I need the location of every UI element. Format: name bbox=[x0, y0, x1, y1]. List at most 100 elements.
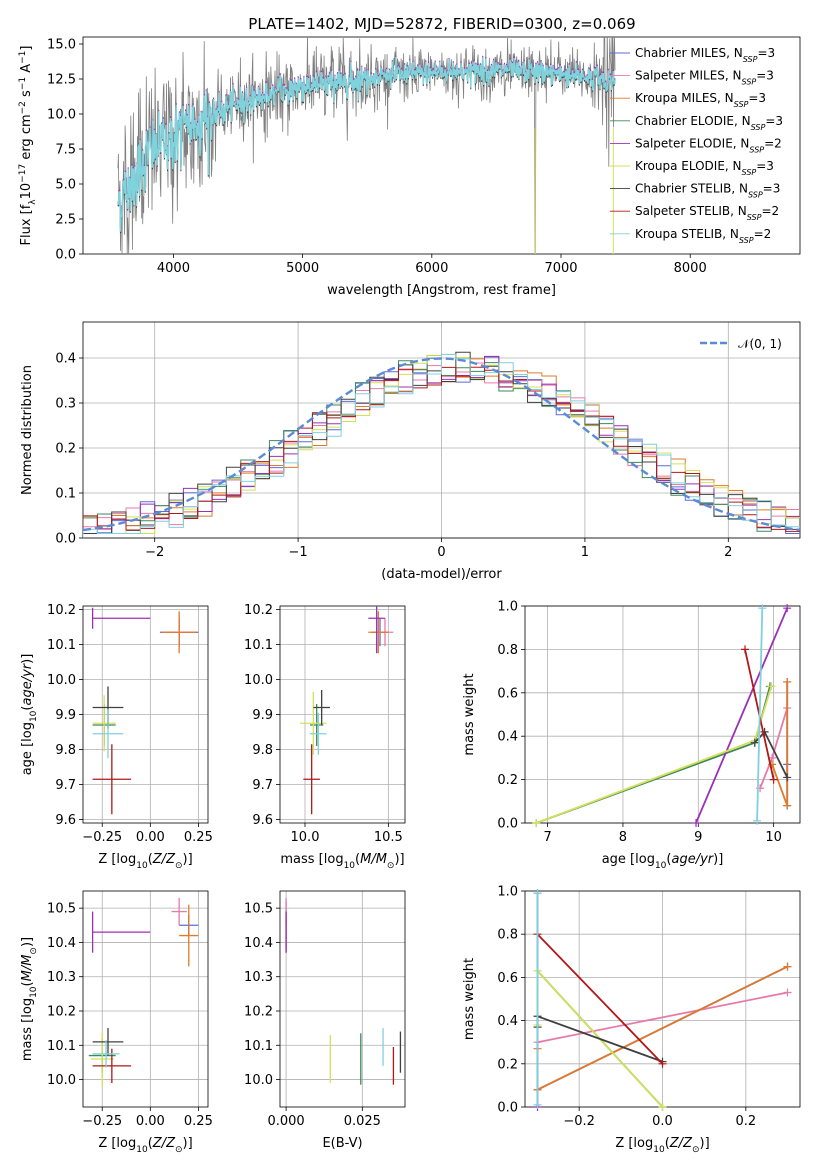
legend-label: Kroupa MILES, NSSP=3 bbox=[635, 91, 766, 109]
spectrum-x-axis-label: wavelength [Angstrom, rest frame] bbox=[327, 283, 556, 298]
mass-weight-vs-age-y-tick-label: 0.0 bbox=[497, 817, 518, 832]
mass-vs-ebv-plot-area bbox=[279, 890, 406, 1108]
spectrum-y-tick-label: 12.5 bbox=[47, 73, 76, 88]
weight-point-marker bbox=[750, 738, 759, 747]
legend-label: Chabrier ELODIE, NSSP=3 bbox=[635, 114, 783, 132]
age-vs-mass-panel: 10.0 10.5 9.6 9.7 9.8 9.9 10.0 10.1 10.2 mass [lo… bbox=[244, 603, 406, 871]
spectrum-plot-area bbox=[82, 36, 801, 255]
mass-vs-metallicity-y-axis-label: mass [log10(M/M⊙)] bbox=[20, 937, 39, 1061]
age-vs-metallicity-y-tick-label: 10.0 bbox=[47, 673, 76, 688]
mass-vs-ebv-y-tick-label: 10.3 bbox=[244, 970, 273, 985]
mass-vs-metallicity-x-tick-label: 0.00 bbox=[136, 1114, 165, 1129]
age-vs-metallicity-x-axis-label: Z [log10(Z/Z⊙)] bbox=[98, 852, 192, 871]
residual-histogram-y-tick-label: 0.2 bbox=[55, 442, 76, 457]
weight-point-marker bbox=[783, 677, 792, 686]
mass-vs-metallicity-x-axis-label: Z [log10(Z/Z⊙)] bbox=[98, 1136, 192, 1155]
mass-vs-ebv-y-tick-label: 10.4 bbox=[244, 936, 273, 951]
age-vs-mass-y-tick-label: 10.2 bbox=[244, 603, 273, 618]
mass-weight-vs-metallicity-x-tick-label: −0.2 bbox=[563, 1114, 595, 1129]
mass-weight-vs-age-y-axis-label: mass weight bbox=[462, 673, 477, 755]
mass-weight-vs-age-y-tick-label: 0.6 bbox=[497, 686, 518, 701]
age-vs-metallicity-y-tick-label: 10.2 bbox=[47, 603, 76, 618]
normal-reference-curve bbox=[82, 357, 801, 532]
mass-vs-metallicity-panel: −0.25 0.00 0.25 10.0 10.1 10.2 10.3 10.4 10.5 Z [… bbox=[20, 890, 213, 1155]
age-vs-metallicity-panel: −0.25 0.00 0.25 9.6 9.7 9.8 9.9 10.0 10.1 10.2 Z [… bbox=[20, 603, 213, 871]
age-vs-mass-x-tick-label: 10.0 bbox=[291, 830, 320, 845]
age-vs-metallicity-x-tick-label: 0.00 bbox=[136, 830, 165, 845]
mass-vs-ebv-y-tick-label: 10.0 bbox=[244, 1073, 273, 1088]
weight-point-marker bbox=[741, 645, 749, 654]
mass-weight-vs-metallicity-y-axis-label: mass weight bbox=[462, 958, 477, 1040]
mass-weight-vs-age-x-tick-label: 8 bbox=[619, 830, 627, 845]
age-vs-metallicity-y-tick-label: 9.9 bbox=[55, 708, 76, 723]
mass-vs-metallicity-y-tick-label: 10.5 bbox=[47, 902, 76, 917]
mass-vs-metallicity-y-tick-label: 10.1 bbox=[47, 1039, 76, 1054]
mass-weight-vs-age-x-tick-label: 7 bbox=[543, 830, 551, 845]
residual-histogram-x-axis-label: (data-model)/error bbox=[381, 567, 502, 582]
age-vs-metallicity-x-tick-label: −0.25 bbox=[82, 830, 122, 845]
weight-series-line bbox=[537, 991, 788, 1044]
spectrum-x-tick-label: 4000 bbox=[157, 261, 190, 276]
spectrum-y-tick-label: 10.0 bbox=[47, 108, 76, 123]
age-vs-mass-x-tick-label: 10.5 bbox=[374, 830, 403, 845]
mass-weight-vs-metallicity-y-tick-label: 0.0 bbox=[497, 1101, 518, 1116]
residual-histogram-x-tick-label: −2 bbox=[145, 545, 164, 560]
weight-point-marker bbox=[783, 604, 792, 613]
weight-point-marker bbox=[783, 988, 792, 997]
age-vs-metallicity-y-tick-label: 9.8 bbox=[55, 743, 76, 758]
mass-vs-ebv-x-axis-label: E(B-V) bbox=[322, 1136, 362, 1151]
spectrum-y-tick-label: 15.0 bbox=[47, 38, 76, 53]
mass-weight-vs-age-x-axis-label: age [log10(age/yr)] bbox=[602, 852, 724, 871]
mass-weight-vs-age-y-tick-label: 1.0 bbox=[497, 600, 518, 615]
mass-weight-vs-age-y-tick-label: 0.2 bbox=[497, 773, 518, 788]
age-vs-mass-y-tick-label: 9.8 bbox=[252, 743, 273, 758]
legend-label: Kroupa STELIB, NSSP=2 bbox=[635, 227, 771, 245]
mass-vs-metallicity-y-tick-label: 10.0 bbox=[47, 1073, 76, 1088]
mass-weight-vs-metallicity-y-tick-label: 1.0 bbox=[497, 885, 518, 900]
weight-point-marker bbox=[658, 1059, 667, 1068]
mass-weight-vs-metallicity-y-tick-label: 0.8 bbox=[497, 928, 518, 943]
residual-histogram-x-tick-label: 0 bbox=[437, 545, 445, 560]
age-vs-mass-y-tick-label: 10.0 bbox=[244, 673, 273, 688]
spectrum-y-tick-label: 2.5 bbox=[55, 213, 76, 228]
mass-vs-metallicity-y-tick-label: 10.2 bbox=[47, 1005, 76, 1020]
age-vs-mass-x-axis-label: mass [log10(M/M⊙)] bbox=[280, 852, 404, 871]
weight-point-marker bbox=[767, 682, 776, 691]
spectrum-y-tick-label: 5.0 bbox=[55, 178, 76, 193]
age-vs-mass-y-tick-label: 9.7 bbox=[252, 778, 273, 793]
weight-point-marker bbox=[533, 1100, 542, 1109]
mass-vs-metallicity-x-tick-label: −0.25 bbox=[82, 1114, 122, 1129]
weight-point-marker bbox=[753, 816, 762, 825]
panels: 4000 5000 6000 7000 80000.02.55.07.510.012.5… bbox=[18, 36, 801, 1155]
mass-vs-ebv-x-tick-label: 0.000 bbox=[267, 1114, 304, 1129]
weight-point-marker bbox=[783, 773, 792, 782]
spectrum-y-tick-label: 7.5 bbox=[55, 143, 76, 158]
mass-vs-ebv-y-tick-label: 10.5 bbox=[244, 902, 273, 917]
mass-weight-vs-age-x-tick-label: 10 bbox=[765, 830, 782, 845]
mass-vs-ebv-panel: 0.000 0.025 10.0 10.1 10.2 10.3 10.4 10.5 E(B-V) bbox=[244, 890, 406, 1151]
figure-title: PLATE=1402, MJD=52872, FIBERID=0300, z=0… bbox=[248, 15, 635, 33]
mass-weight-vs-age-y-tick-label: 0.4 bbox=[497, 730, 518, 745]
spectrum-y-tick-label: 0.0 bbox=[55, 248, 76, 263]
spectrum-legend: Chabrier MILES, NSSP=3 Salpeter MILES, NS… bbox=[610, 46, 783, 244]
residual-histogram-y-tick-label: 0.4 bbox=[55, 352, 76, 367]
weight-series-line bbox=[695, 607, 789, 823]
legend-label: Kroupa ELODIE, NSSP=3 bbox=[635, 159, 774, 177]
spectrum-panel: 4000 5000 6000 7000 8000 0.0 2.5 5.0 7.5 10.0 12.5… bbox=[18, 36, 801, 298]
legend-label: Salpeter ELODIE, NSSP=2 bbox=[635, 136, 782, 154]
weight-point-marker bbox=[533, 889, 542, 898]
mass-weight-vs-metallicity-x-tick-label: 0.0 bbox=[652, 1114, 673, 1129]
weight-point-marker bbox=[769, 775, 778, 784]
mass-vs-ebv-y-tick-label: 10.2 bbox=[244, 1005, 273, 1020]
mass-vs-metallicity-y-tick-label: 10.3 bbox=[47, 970, 76, 985]
weight-point-marker bbox=[692, 819, 701, 827]
residual-histogram-panel: −2 −1 0 1 2 0.0 0.1 0.2 0.3 0.4 (data-model)/error… bbox=[20, 321, 801, 582]
weight-point-marker bbox=[783, 962, 792, 971]
age-vs-mass-y-tick-label: 9.9 bbox=[252, 708, 273, 723]
age-vs-mass-y-tick-label: 9.6 bbox=[252, 813, 273, 828]
weight-point-marker bbox=[658, 1103, 667, 1111]
residual-histogram-y-tick-label: 0.1 bbox=[55, 487, 76, 502]
mass-vs-metallicity-plot-area bbox=[82, 890, 209, 1108]
